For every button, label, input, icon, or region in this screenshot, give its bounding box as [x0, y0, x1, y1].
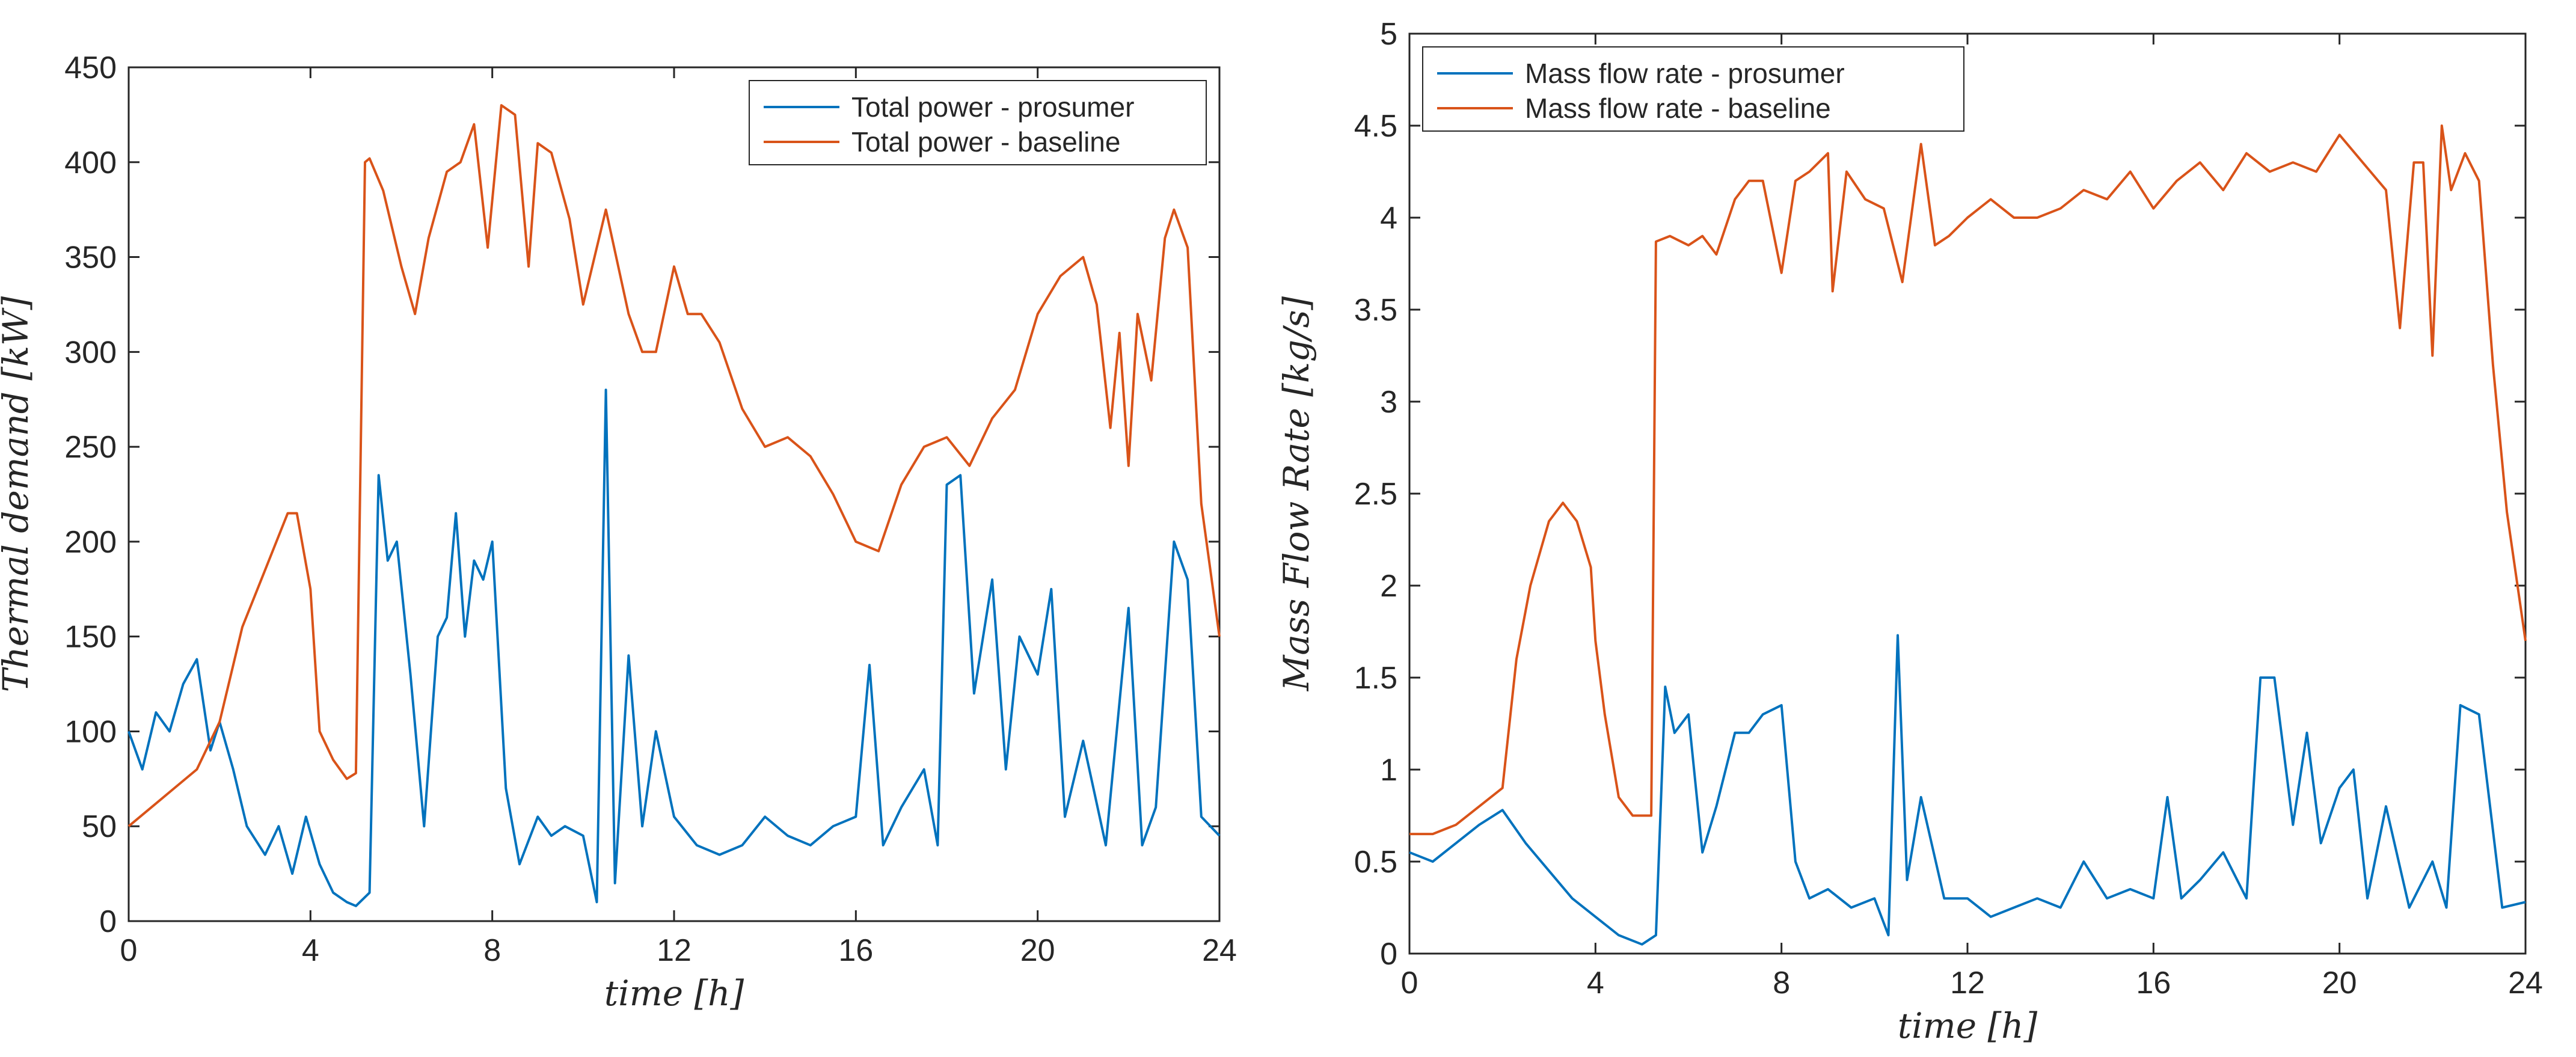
x-tick-label: 0 [120, 933, 138, 968]
series-line-prosumer [1409, 634, 2526, 946]
y-tick-label: 100 [64, 714, 117, 749]
x-tick-label: 20 [1020, 933, 1055, 968]
x-tick-label: 12 [657, 933, 692, 968]
plot-area [127, 66, 1221, 922]
x-tick-label: 16 [838, 933, 873, 968]
mass-flow-chart: 0 4 8 12 16 20 24 0 0.5 1 1.5 2 2.5 3 3.5 4 4.5 5 time [h]… [1276, 17, 2543, 1046]
x-tick-label: 8 [1773, 966, 1790, 1000]
y-tick-label: 200 [64, 525, 117, 560]
y-axis-label: Mass Flow Rate [kg/s] [1276, 296, 1317, 692]
y-tick-label: 0 [1380, 937, 1397, 972]
x-tick-label: 24 [1202, 933, 1237, 968]
y-tick-label: 150 [64, 620, 117, 655]
y-tick-label: 250 [64, 430, 117, 465]
x-tick-label: 8 [483, 933, 501, 968]
x-axis-label: time [h] [1898, 1005, 2038, 1046]
series-line-baseline [1409, 124, 2527, 836]
y-tick-label: 350 [64, 241, 117, 275]
x-tick-label: 4 [1587, 966, 1604, 1000]
series-line-prosumer [127, 388, 1221, 907]
legend-label: Total power - baseline [851, 126, 1120, 158]
x-tick-label: 4 [302, 933, 319, 968]
legend-box [1422, 46, 1964, 132]
legend-label: Mass flow rate - baseline [1525, 93, 1831, 124]
y-tick-label: 1 [1380, 753, 1397, 788]
y-tick-label: 4 [1380, 201, 1397, 236]
thermal-demand-chart: 0 4 8 12 16 20 24 0 50 100 150 200 250 300 350 400 450 ti… [0, 51, 1237, 1014]
y-tick-label: 3.5 [1354, 293, 1397, 328]
legend-label: Mass flow rate - prosumer [1525, 58, 1845, 89]
legend: Mass flow rate - prosumer Mass flow rate … [1422, 46, 1964, 132]
x-tick-label: 12 [1950, 966, 1985, 1000]
plot-area [1408, 32, 2527, 955]
y-tick-label: 5 [1380, 17, 1397, 52]
x-tick-label: 0 [1401, 966, 1418, 1000]
x-axis-label: time [h] [604, 973, 744, 1014]
y-tick-label: 300 [64, 335, 117, 370]
legend-label: Total power - prosumer [851, 91, 1134, 123]
legend-box [749, 80, 1207, 165]
y-tick-label: 2 [1380, 569, 1397, 604]
x-tick-label: 24 [2508, 966, 2543, 1000]
y-tick-label: 2.5 [1354, 477, 1397, 512]
y-tick-label: 3 [1380, 385, 1397, 420]
x-tick-label: 16 [2136, 966, 2171, 1000]
y-tick-label: 4.5 [1354, 109, 1397, 144]
y-tick-label: 1.5 [1354, 661, 1397, 696]
y-axis-label: Thermal demand [kW] [0, 296, 36, 692]
y-tick-label: 450 [64, 51, 117, 85]
y-tick-label: 400 [64, 146, 117, 180]
y-tick-label: 0.5 [1354, 845, 1397, 880]
y-tick-label: 0 [99, 904, 117, 939]
x-tick-label: 20 [2322, 966, 2357, 1000]
y-tick-label: 50 [82, 809, 117, 844]
series-line-baseline [127, 104, 1221, 827]
